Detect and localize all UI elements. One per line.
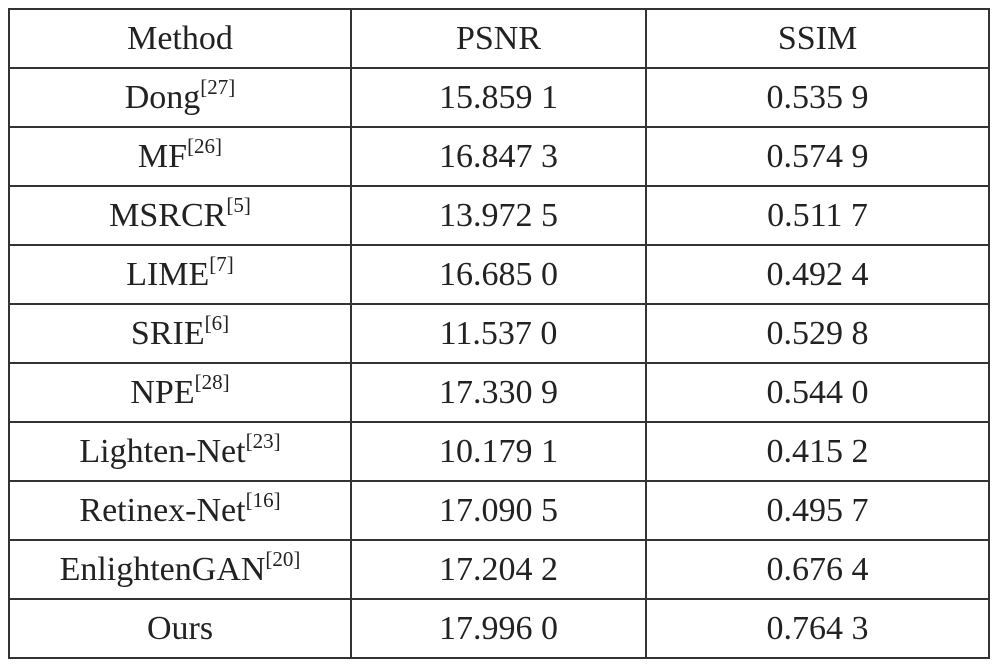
reference: [6] bbox=[204, 310, 230, 335]
method-cell: Lighten-Net[23] bbox=[8, 421, 352, 482]
ssim-cell: 0.535 9 bbox=[645, 67, 990, 128]
psnr-cell: 15.859 1 bbox=[350, 67, 647, 128]
table-row: Retinex-Net[16] 17.090 5 0.495 7 bbox=[8, 480, 990, 541]
psnr-cell: 13.972 5 bbox=[350, 185, 647, 246]
ssim-cell: 0.492 4 bbox=[645, 244, 990, 305]
reference: [5] bbox=[226, 192, 251, 217]
reference: [16] bbox=[245, 487, 281, 512]
method-cell: LIME[7] bbox=[8, 244, 352, 305]
reference: [23] bbox=[245, 428, 281, 453]
psnr-cell: 16.847 3 bbox=[350, 126, 647, 187]
method-name: Dong bbox=[124, 78, 201, 116]
psnr-cell: 17.330 9 bbox=[350, 362, 647, 423]
method-cell: SRIE[6] bbox=[8, 303, 352, 364]
psnr-cell: 10.179 1 bbox=[350, 421, 647, 482]
ssim-cell: 0.495 7 bbox=[645, 480, 990, 541]
reference: [26] bbox=[187, 133, 223, 158]
psnr-cell: 17.204 2 bbox=[350, 539, 647, 600]
header-cell: PSNR bbox=[350, 8, 647, 69]
ssim-cell: 0.511 7 bbox=[645, 185, 990, 246]
reference: [28] bbox=[194, 369, 230, 394]
method-name: MSRCR bbox=[109, 196, 227, 234]
header-cell: Method bbox=[8, 8, 352, 69]
method-name: NPE bbox=[130, 373, 195, 411]
method-name: Ours bbox=[146, 609, 214, 647]
table-row: SRIE[6] 11.537 0 0.529 8 bbox=[8, 303, 990, 364]
table-row: Lighten-Net[23] 10.179 1 0.415 2 bbox=[8, 421, 990, 482]
method-cell: MSRCR[5] bbox=[8, 185, 352, 246]
method-cell: MF[26] bbox=[8, 126, 352, 187]
ssim-cell: 0.764 3 bbox=[645, 598, 990, 659]
header-cell: SSIM bbox=[645, 8, 990, 69]
reference: [27] bbox=[200, 74, 236, 99]
results-table: Method PSNR SSIM Dong[27] 15.859 1 0.535 9… bbox=[8, 8, 990, 659]
method-cell: EnlightenGAN[20] bbox=[8, 539, 352, 600]
reference: [20] bbox=[265, 546, 301, 571]
ssim-cell: 0.574 9 bbox=[645, 126, 990, 187]
method-cell: NPE[28] bbox=[8, 362, 352, 423]
header-row: Method PSNR SSIM bbox=[8, 8, 990, 69]
table-row: MF[26] 16.847 3 0.574 9 bbox=[8, 126, 990, 187]
method-cell: Dong[27] bbox=[8, 67, 352, 128]
psnr-cell: 17.996 0 bbox=[350, 598, 647, 659]
ssim-cell: 0.676 4 bbox=[645, 539, 990, 600]
method-cell: Ours bbox=[8, 598, 352, 659]
method-cell: Retinex-Net[16] bbox=[8, 480, 352, 541]
table-row: Ours 17.996 0 0.764 3 bbox=[8, 598, 990, 659]
table-row: LIME[7] 16.685 0 0.492 4 bbox=[8, 244, 990, 305]
method-name: EnlightenGAN bbox=[59, 550, 266, 588]
ssim-cell: 0.544 0 bbox=[645, 362, 990, 423]
method-name: MF bbox=[137, 137, 188, 175]
psnr-cell: 11.537 0 bbox=[350, 303, 647, 364]
table-row: MSRCR[5] 13.972 5 0.511 7 bbox=[8, 185, 990, 246]
method-name: LIME bbox=[126, 255, 210, 293]
table-body: Dong[27] 15.859 1 0.535 9 MF[26] 16.847 3 0.5… bbox=[8, 67, 990, 659]
reference: [7] bbox=[209, 251, 234, 276]
psnr-cell: 16.685 0 bbox=[350, 244, 647, 305]
method-name: SRIE bbox=[130, 314, 205, 352]
ssim-cell: 0.415 2 bbox=[645, 421, 990, 482]
psnr-cell: 17.090 5 bbox=[350, 480, 647, 541]
method-name: Retinex-Net bbox=[79, 491, 246, 529]
method-name: Lighten-Net bbox=[79, 432, 246, 470]
table-row: NPE[28] 17.330 9 0.544 0 bbox=[8, 362, 990, 423]
table-row: EnlightenGAN[20] 17.204 2 0.676 4 bbox=[8, 539, 990, 600]
table-row: Dong[27] 15.859 1 0.535 9 bbox=[8, 67, 990, 128]
ssim-cell: 0.529 8 bbox=[645, 303, 990, 364]
